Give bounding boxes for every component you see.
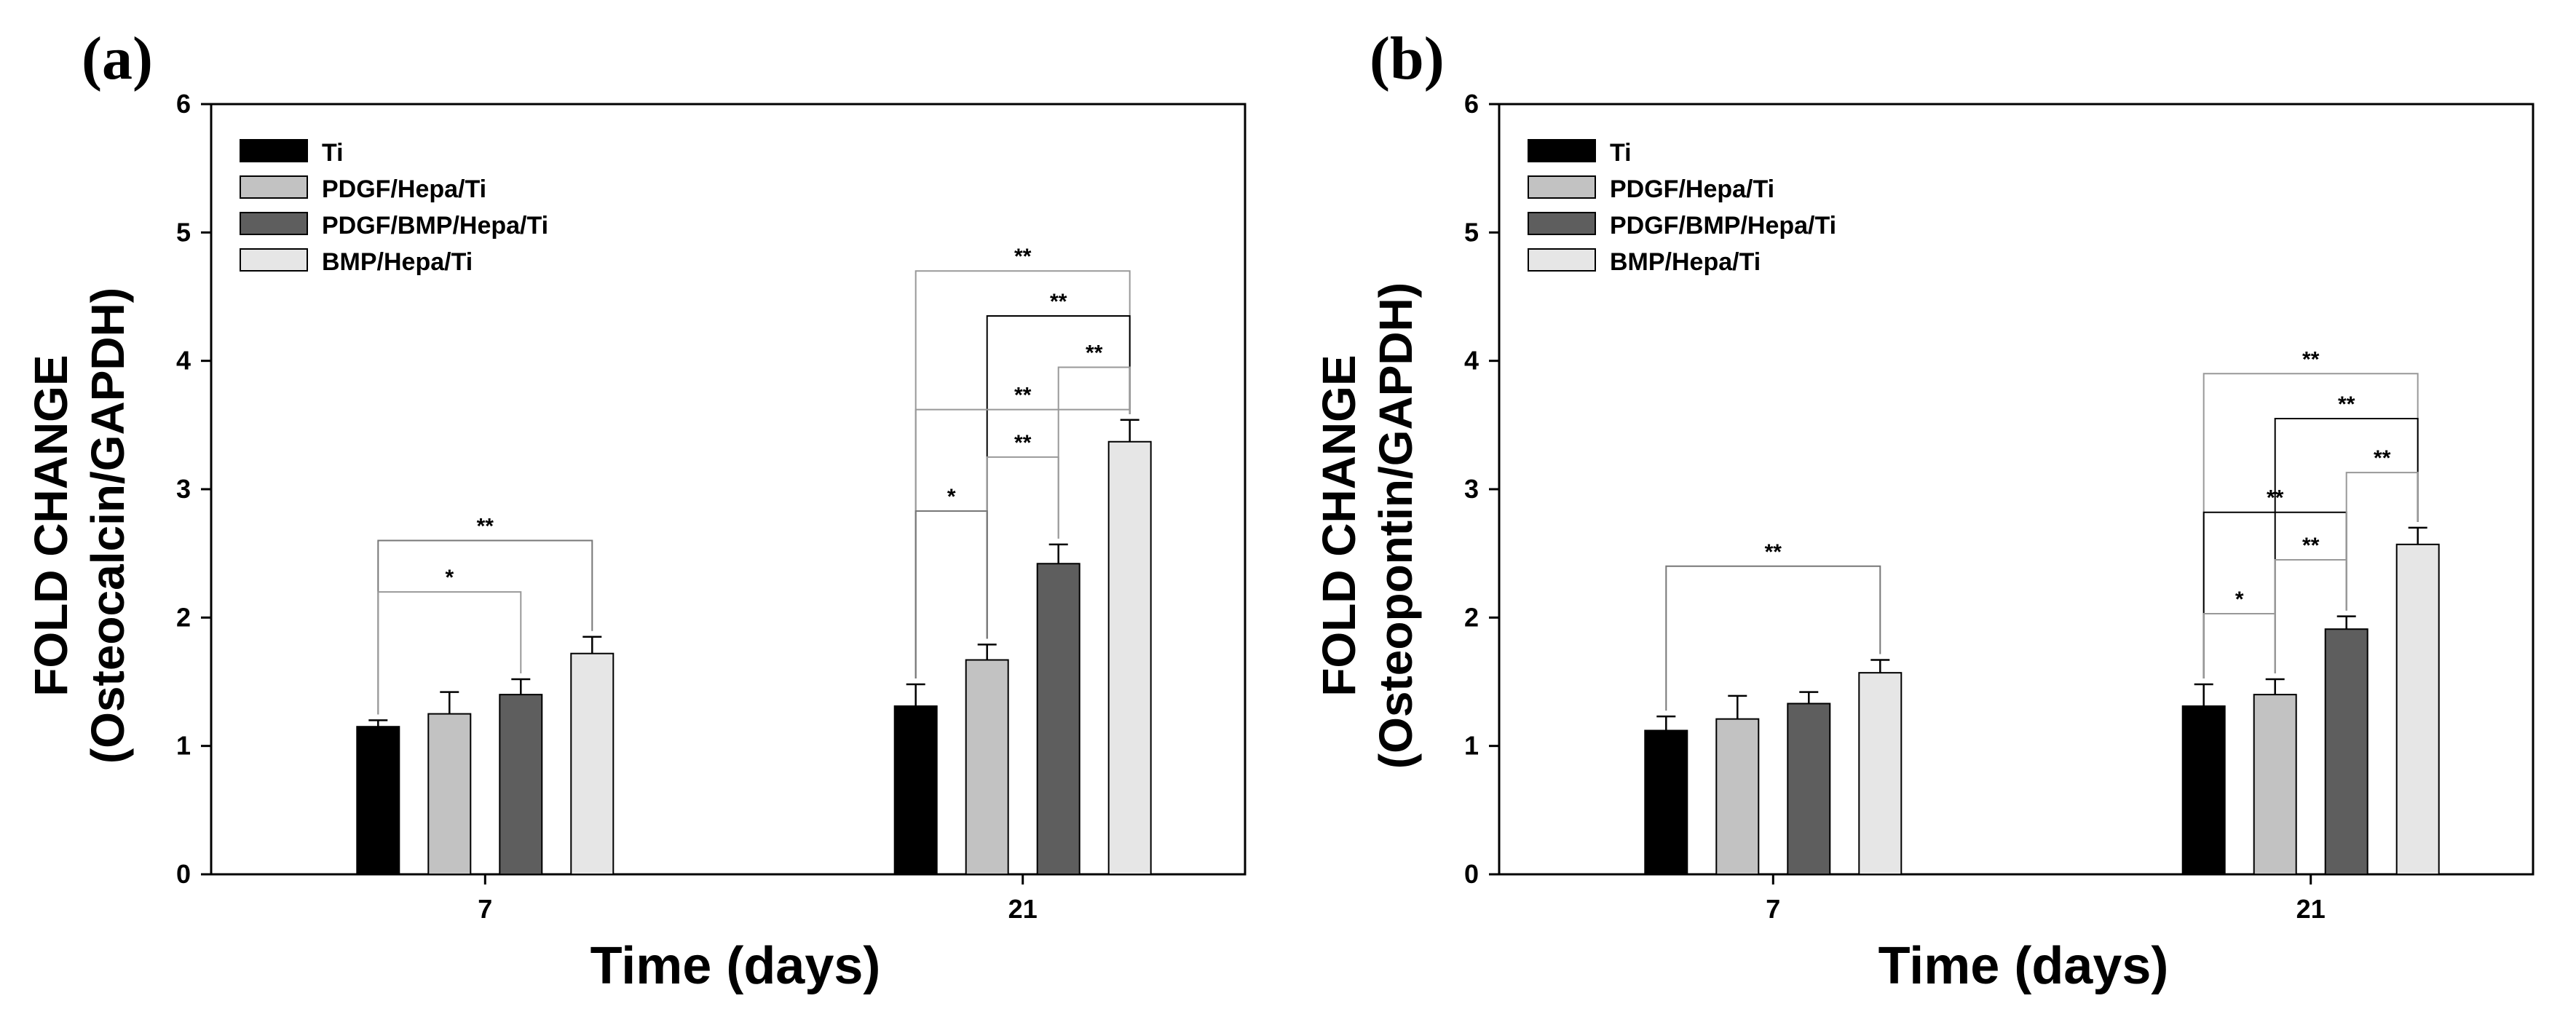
significance-bracket bbox=[914, 510, 988, 679]
legend-swatch bbox=[240, 175, 308, 199]
y-tick-label: 3 bbox=[1464, 474, 1479, 504]
significance-label: ** bbox=[1765, 540, 1782, 564]
bar-pdgf-hepa-ti-day21 bbox=[2253, 694, 2297, 876]
bar-ti-day7 bbox=[356, 726, 400, 876]
significance-label: ** bbox=[1050, 290, 1067, 314]
bar-pdgf-bmp-hepa-ti-day21 bbox=[1036, 563, 1080, 875]
significance-label: ** bbox=[2267, 486, 2284, 510]
significance-label: ** bbox=[1014, 431, 1032, 455]
legend-label: PDGF/BMP/Hepa/Ti bbox=[1610, 212, 1836, 240]
legend-label: PDGF/BMP/Hepa/Ti bbox=[322, 212, 548, 240]
chart-svg: 0 1 2 3 4 5 6 7 21 Time (days) FOLD CHANGE (Osteopo… bbox=[1313, 25, 2534, 995]
significance-label: ** bbox=[1086, 341, 1103, 365]
y-tick-label: 6 bbox=[176, 89, 191, 119]
legend-swatch bbox=[1528, 175, 1596, 199]
bar-pdgf-hepa-ti-day21 bbox=[965, 659, 1009, 875]
significance-label: * bbox=[947, 485, 956, 509]
legend-label: PDGF/Hepa/Ti bbox=[322, 175, 486, 203]
significance-label: ** bbox=[1014, 245, 1032, 269]
legend-swatch bbox=[1528, 212, 1596, 235]
y-axis-label-line2: (Osteopontin/GAPDH) bbox=[1370, 282, 1422, 769]
significance-bracket bbox=[2202, 373, 2419, 679]
legend-label: PDGF/Hepa/Ti bbox=[1610, 175, 1774, 203]
panel-label: (b) bbox=[1370, 25, 1445, 92]
significance-label: ** bbox=[1014, 384, 1032, 408]
y-tick-label: 5 bbox=[1464, 217, 1479, 247]
bar-pdgf-bmp-hepa-ti-day21 bbox=[2324, 628, 2368, 875]
bar-pdgf-bmp-hepa-ti-day7 bbox=[1787, 703, 1831, 876]
legend-swatch bbox=[240, 212, 308, 235]
bar-bmp-hepa-ti-day7 bbox=[570, 652, 615, 875]
legend-swatch bbox=[1528, 139, 1596, 162]
x-axis-label: Time (days) bbox=[590, 937, 881, 995]
significance-label: ** bbox=[2374, 446, 2391, 470]
y-axis-label-line1: FOLD CHANGE bbox=[25, 355, 77, 696]
significance-label: * bbox=[2235, 587, 2244, 612]
panel-b: 0 1 2 3 4 5 6 7 21 Time (days) FOLD CHANGE (Osteopo… bbox=[1288, 0, 2576, 1025]
y-tick-label: 4 bbox=[1464, 346, 1479, 376]
y-tick-label: 3 bbox=[176, 474, 191, 504]
legend-swatch bbox=[240, 248, 308, 272]
legend-label: BMP/Hepa/Ti bbox=[322, 248, 473, 276]
significance-label: ** bbox=[477, 515, 494, 539]
y-axis-label-line1: FOLD CHANGE bbox=[1313, 355, 1365, 696]
significance-bracket bbox=[377, 539, 593, 715]
bar-pdgf-hepa-ti-day7 bbox=[427, 713, 472, 875]
significance-label: ** bbox=[2338, 392, 2355, 416]
x-tick-label: 21 bbox=[1008, 894, 1038, 924]
panel-a: 0 1 2 3 4 5 6 7 21 Time (days) FOLD CHANGE (Osteoca… bbox=[25, 25, 1246, 995]
bar-ti-day21 bbox=[2181, 705, 2226, 876]
bar-bmp-hepa-ti-day7 bbox=[1858, 672, 1903, 875]
bar-ti-day21 bbox=[893, 705, 938, 876]
significance-bracket bbox=[1057, 366, 1131, 539]
y-tick-label: 0 bbox=[1464, 859, 1479, 889]
bar-pdgf-bmp-hepa-ti-day7 bbox=[499, 694, 543, 876]
y-tick-label: 6 bbox=[1464, 89, 1479, 119]
panel-label: (a) bbox=[82, 25, 153, 92]
significance-label: * bbox=[445, 566, 454, 590]
x-tick-label: 7 bbox=[478, 894, 492, 924]
x-tick-label: 21 bbox=[2296, 894, 2326, 924]
significance-bracket bbox=[2202, 613, 2276, 679]
y-tick-label: 2 bbox=[176, 602, 191, 632]
bar-bmp-hepa-ti-day21 bbox=[1107, 440, 1152, 875]
legend-label: Ti bbox=[322, 139, 344, 167]
legend-swatch bbox=[240, 139, 308, 162]
bar-bmp-hepa-ti-day21 bbox=[2395, 543, 2440, 875]
y-tick-label: 2 bbox=[1464, 602, 1479, 632]
y-tick-label: 5 bbox=[176, 217, 191, 247]
significance-label: ** bbox=[2302, 534, 2320, 558]
significance-bracket bbox=[2345, 472, 2419, 611]
y-tick-label: 1 bbox=[1464, 731, 1479, 761]
x-axis-label: Time (days) bbox=[1878, 937, 2169, 995]
legend-label: BMP/Hepa/Ti bbox=[1610, 248, 1761, 276]
y-tick-label: 4 bbox=[176, 346, 191, 376]
x-tick-label: 7 bbox=[1766, 894, 1780, 924]
significance-bracket bbox=[2274, 418, 2419, 673]
legend-swatch bbox=[1528, 248, 1596, 272]
y-axis-label-line2: (Osteocalcin/GAPDH) bbox=[82, 288, 134, 764]
chart-svg: 0 1 2 3 4 5 6 7 21 Time (days) FOLD CHANGE (Osteoca… bbox=[25, 25, 1246, 995]
significance-bracket bbox=[377, 591, 522, 715]
significance-bracket bbox=[1665, 565, 1881, 711]
legend-label: Ti bbox=[1610, 139, 1632, 167]
bar-ti-day7 bbox=[1644, 729, 1688, 875]
significance-bracket bbox=[914, 270, 1131, 679]
bar-pdgf-hepa-ti-day7 bbox=[1715, 718, 1760, 875]
y-tick-label: 0 bbox=[176, 859, 191, 889]
significance-label: ** bbox=[2302, 347, 2320, 371]
y-tick-label: 1 bbox=[176, 731, 191, 761]
